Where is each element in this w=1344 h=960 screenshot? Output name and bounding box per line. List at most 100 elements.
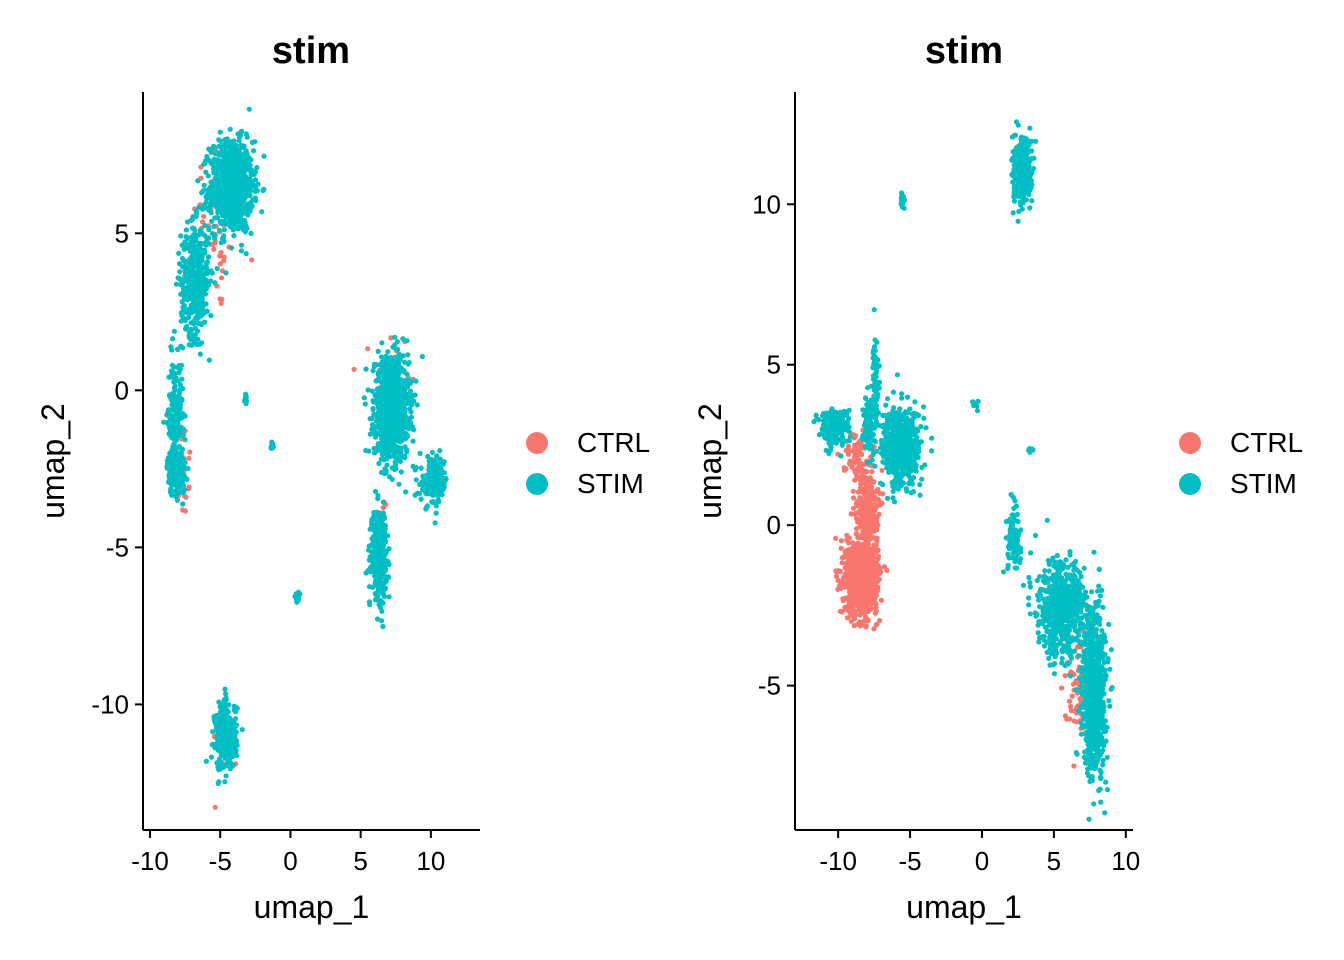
point-stim <box>196 320 202 326</box>
point-stim <box>387 409 393 415</box>
point-stim <box>435 497 441 503</box>
point-stim <box>227 766 233 772</box>
point-stim <box>254 165 260 171</box>
point-stim <box>226 182 232 188</box>
point-stim <box>369 422 376 428</box>
point-stim <box>412 492 418 498</box>
point-stim <box>196 314 202 320</box>
point-stim <box>429 487 436 494</box>
chart-title: stim <box>272 30 350 72</box>
point-ctrl <box>852 568 858 574</box>
point-stim <box>418 465 424 471</box>
point-stim <box>233 224 239 230</box>
point-stim <box>407 380 413 387</box>
point-stim <box>379 573 385 579</box>
point-stim <box>407 388 414 394</box>
point-stim <box>172 405 178 411</box>
point-stim <box>395 449 401 455</box>
point-stim <box>227 224 233 230</box>
point-stim <box>202 309 208 315</box>
point-stim <box>386 574 392 580</box>
point-ctrl <box>218 300 224 306</box>
point-stim <box>369 536 375 542</box>
point-stim <box>187 280 193 286</box>
point-stim <box>382 470 388 477</box>
point-stim <box>165 419 171 425</box>
point-stim <box>414 402 420 408</box>
point-stim <box>204 265 210 271</box>
point-ctrl <box>217 296 223 302</box>
point-ctrl <box>857 603 863 609</box>
point-stim <box>182 272 189 278</box>
point-stim <box>176 483 182 489</box>
point-stim <box>385 429 391 435</box>
point-stim <box>376 368 383 374</box>
point-stim <box>192 284 198 290</box>
point-stim <box>369 388 375 394</box>
point-ctrl <box>199 219 206 225</box>
point-stim <box>218 149 224 155</box>
point-stim <box>386 546 392 552</box>
point-stim <box>193 258 199 264</box>
point-stim <box>238 248 244 254</box>
point-stim <box>233 211 239 217</box>
point-stim <box>180 426 186 432</box>
point-stim <box>176 250 182 256</box>
point-ctrl <box>839 609 845 615</box>
point-stim <box>233 709 239 715</box>
point-stim <box>183 227 189 233</box>
point-stim <box>367 602 373 608</box>
point-stim <box>199 254 205 260</box>
point-ctrl <box>833 535 839 542</box>
point-stim <box>232 173 238 179</box>
point-stim <box>177 387 183 393</box>
point-stim <box>374 397 380 403</box>
point-stim <box>385 441 391 447</box>
point-stim <box>382 360 388 366</box>
point-stim <box>218 219 224 225</box>
point-stim <box>179 255 186 262</box>
point-stim <box>202 247 208 253</box>
point-ctrl <box>850 556 856 562</box>
point-stim <box>185 306 191 312</box>
point-stim <box>198 293 204 299</box>
point-stim <box>393 390 399 396</box>
point-stim <box>195 270 201 276</box>
point-stim <box>382 564 388 570</box>
point-stim <box>204 196 210 202</box>
point-stim <box>425 484 431 490</box>
point-stim <box>223 176 229 182</box>
point-stim <box>372 488 379 495</box>
point-stim <box>201 272 207 278</box>
point-stim <box>182 326 188 332</box>
point-stim <box>229 726 235 733</box>
x-axis-label: umap_1 <box>254 889 370 925</box>
point-stim <box>203 242 209 248</box>
point-stim <box>244 225 250 231</box>
point-stim <box>228 212 234 218</box>
point-stim <box>217 159 223 165</box>
point-stim <box>216 137 222 143</box>
point-stim <box>429 469 435 475</box>
point-stim <box>189 216 195 223</box>
point-stim <box>223 773 229 779</box>
legend-label-ctrl: CTRL <box>577 427 650 458</box>
point-stim <box>173 281 179 287</box>
point-stim <box>369 522 375 529</box>
point-stim <box>367 416 373 422</box>
y-tick-label: 0 <box>115 375 129 405</box>
point-stim <box>164 412 170 418</box>
point-stim <box>216 227 222 233</box>
point-ctrl <box>860 568 866 574</box>
point-ctrl <box>211 246 217 252</box>
point-stim <box>180 432 187 438</box>
point-stim <box>220 152 226 159</box>
point-stim <box>206 227 212 233</box>
point-stim <box>372 450 378 456</box>
point-stim <box>405 352 411 358</box>
point-stim <box>239 156 245 162</box>
point-stim <box>185 465 191 472</box>
point-stim <box>203 169 209 175</box>
